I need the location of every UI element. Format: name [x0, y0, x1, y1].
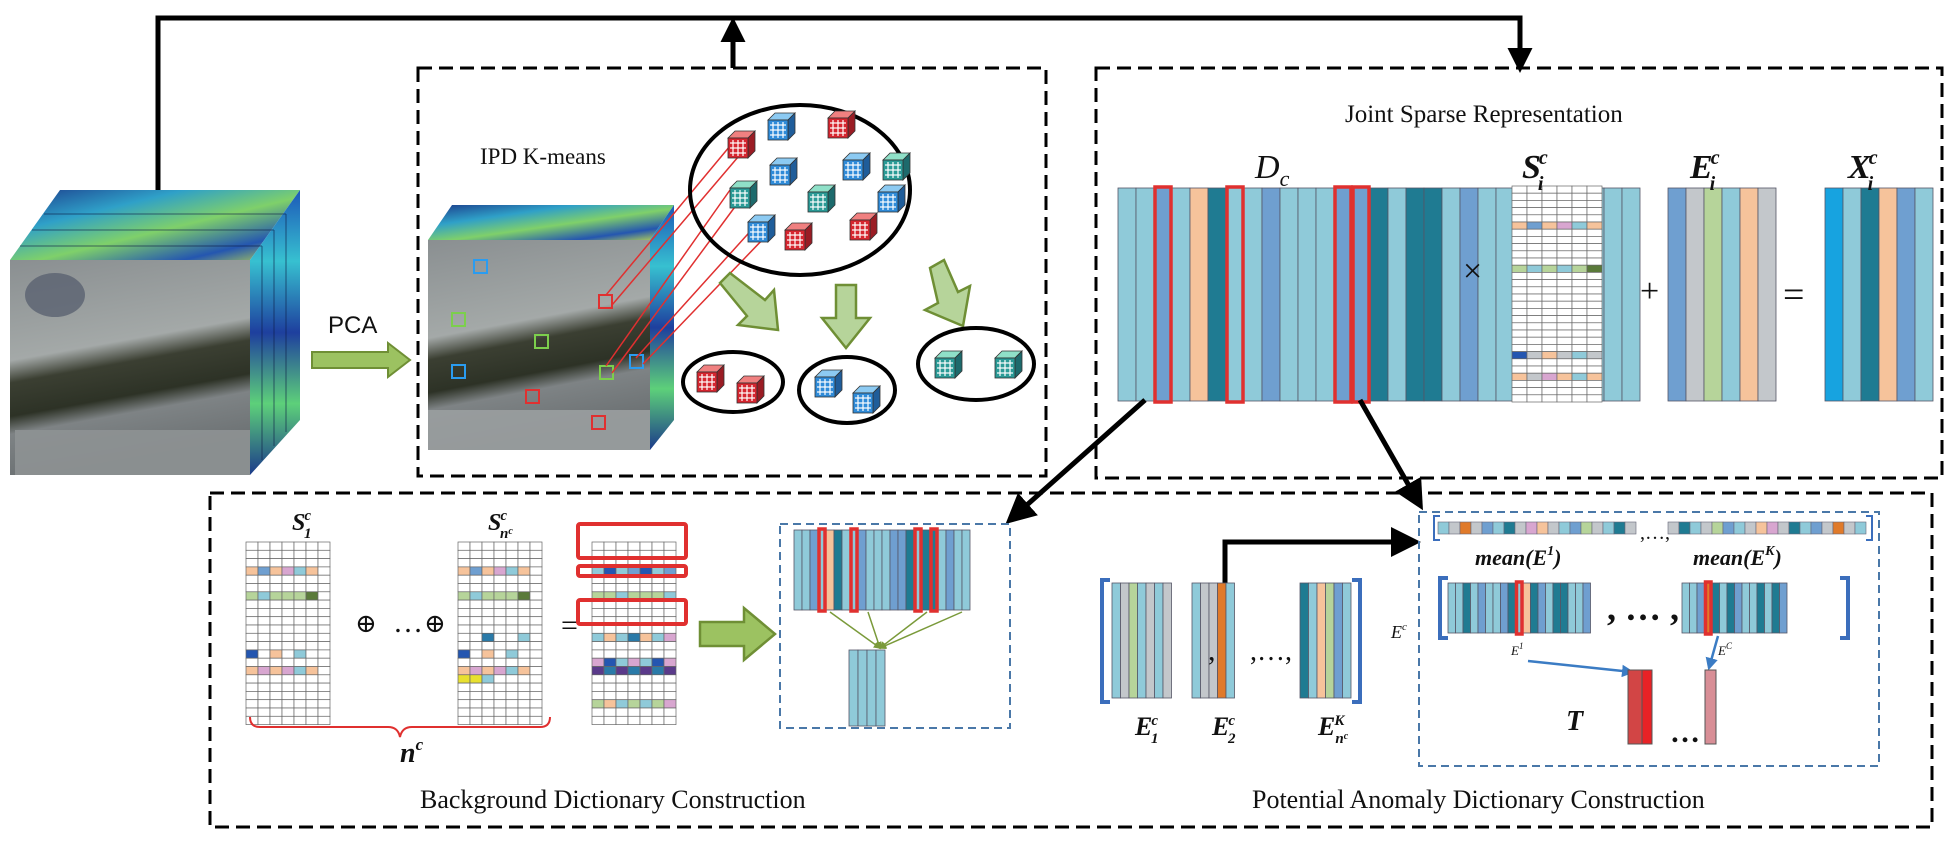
- s1c-label: Sc 1: [292, 508, 312, 542]
- comma-dots-1: ,…,: [1250, 636, 1292, 667]
- e1-small-label: E1: [1510, 641, 1523, 658]
- ellipsis-1: …: [393, 606, 423, 639]
- anomaly-title: Potential Anomaly Dictionary Constructio…: [1252, 785, 1705, 814]
- e1c-label: Ec 1: [1134, 712, 1159, 747]
- ec-side-label: Ec: [1390, 621, 1407, 642]
- pca-label: PCA: [328, 312, 377, 339]
- nc-label: nc: [400, 735, 424, 769]
- enc-label: EK nc: [1317, 712, 1349, 747]
- snc-label: Sc nc: [488, 508, 513, 542]
- cluster-split-arrows: [718, 258, 972, 351]
- snc-coef-matrix: [457, 541, 543, 725]
- arrow-to-mean-row: [1222, 527, 1421, 583]
- arrow-e1-to-t: [1527, 659, 1635, 678]
- dc-label: Dc: [1254, 149, 1290, 191]
- summed-coef-matrix: [576, 522, 688, 725]
- pca-arrow: PCA: [311, 312, 412, 380]
- e2c-label: Ec 2: [1211, 712, 1236, 747]
- selection-arrow: [698, 605, 777, 663]
- pixel-cubes-main: [727, 110, 911, 251]
- residual-groups: [1100, 578, 1362, 704]
- data-matrix: [1824, 187, 1934, 402]
- cluster-red-ellipse: [681, 350, 785, 414]
- all-pixels-ellipse: [688, 103, 912, 277]
- mean-residual-blocks: [1438, 576, 1850, 640]
- background-dictionary: [793, 527, 971, 727]
- oplus-1: ⊕: [355, 609, 377, 638]
- e-label: Ec i: [1689, 147, 1720, 195]
- ipd-kmeans-panel: [416, 66, 1048, 478]
- pca-image-cube: [428, 205, 674, 450]
- mean-e1-label: mean(E1): [1475, 544, 1561, 570]
- t-ellipsis: …: [1670, 716, 1700, 749]
- row-ellipsis: ,…,: [1640, 522, 1670, 544]
- pixel-cubes-clusters: [696, 350, 1023, 414]
- arrow-to-background: [1005, 398, 1147, 524]
- t-label: T: [1566, 706, 1585, 737]
- ec-small-label: EC: [1717, 641, 1733, 658]
- equals-small: =: [561, 609, 578, 642]
- s1-coef-matrix: [245, 541, 331, 725]
- cluster-blue-ellipse: [797, 355, 897, 425]
- top-feedback-arrows: [155, 15, 1533, 190]
- anomaly-dictionary-box: [1418, 511, 1880, 767]
- ipd-kmeans-label: IPD K-means: [480, 144, 606, 169]
- background-title: Background Dictionary Construction: [420, 785, 806, 814]
- plus-sign: +: [1640, 273, 1659, 310]
- cluster-teal-ellipse: [916, 326, 1036, 402]
- nc-brace: [249, 716, 551, 738]
- residual-matrix: [1667, 187, 1777, 402]
- equals-sign: =: [1783, 274, 1804, 316]
- cluster-projection-lines: [605, 139, 767, 374]
- sparse-coef-matrix: [1511, 185, 1603, 403]
- mean-residual-row: [1433, 515, 1873, 541]
- jsr-panel: [1094, 66, 1944, 480]
- arrow-to-anomaly: [1357, 398, 1423, 511]
- background-dictionary-box: [779, 523, 1011, 729]
- anomaly-dictionary-t: [1627, 669, 1717, 745]
- s-label: Sc i: [1522, 147, 1548, 195]
- jsr-title: Joint Sparse Representation: [1345, 101, 1623, 128]
- x-label: Xc i: [1847, 147, 1878, 195]
- oplus-2: ⊕: [424, 609, 446, 638]
- arrow-ec-to-t: [1705, 635, 1720, 671]
- comma-1: ,: [1208, 634, 1216, 667]
- block-ellipsis: , … ,: [1607, 588, 1679, 628]
- mean-ek-label: mean(EK): [1693, 544, 1782, 570]
- dictionary-construction-panel: [208, 491, 1934, 829]
- hyperspectral-cube-image: [10, 190, 300, 475]
- times-sign: ×: [1463, 253, 1482, 290]
